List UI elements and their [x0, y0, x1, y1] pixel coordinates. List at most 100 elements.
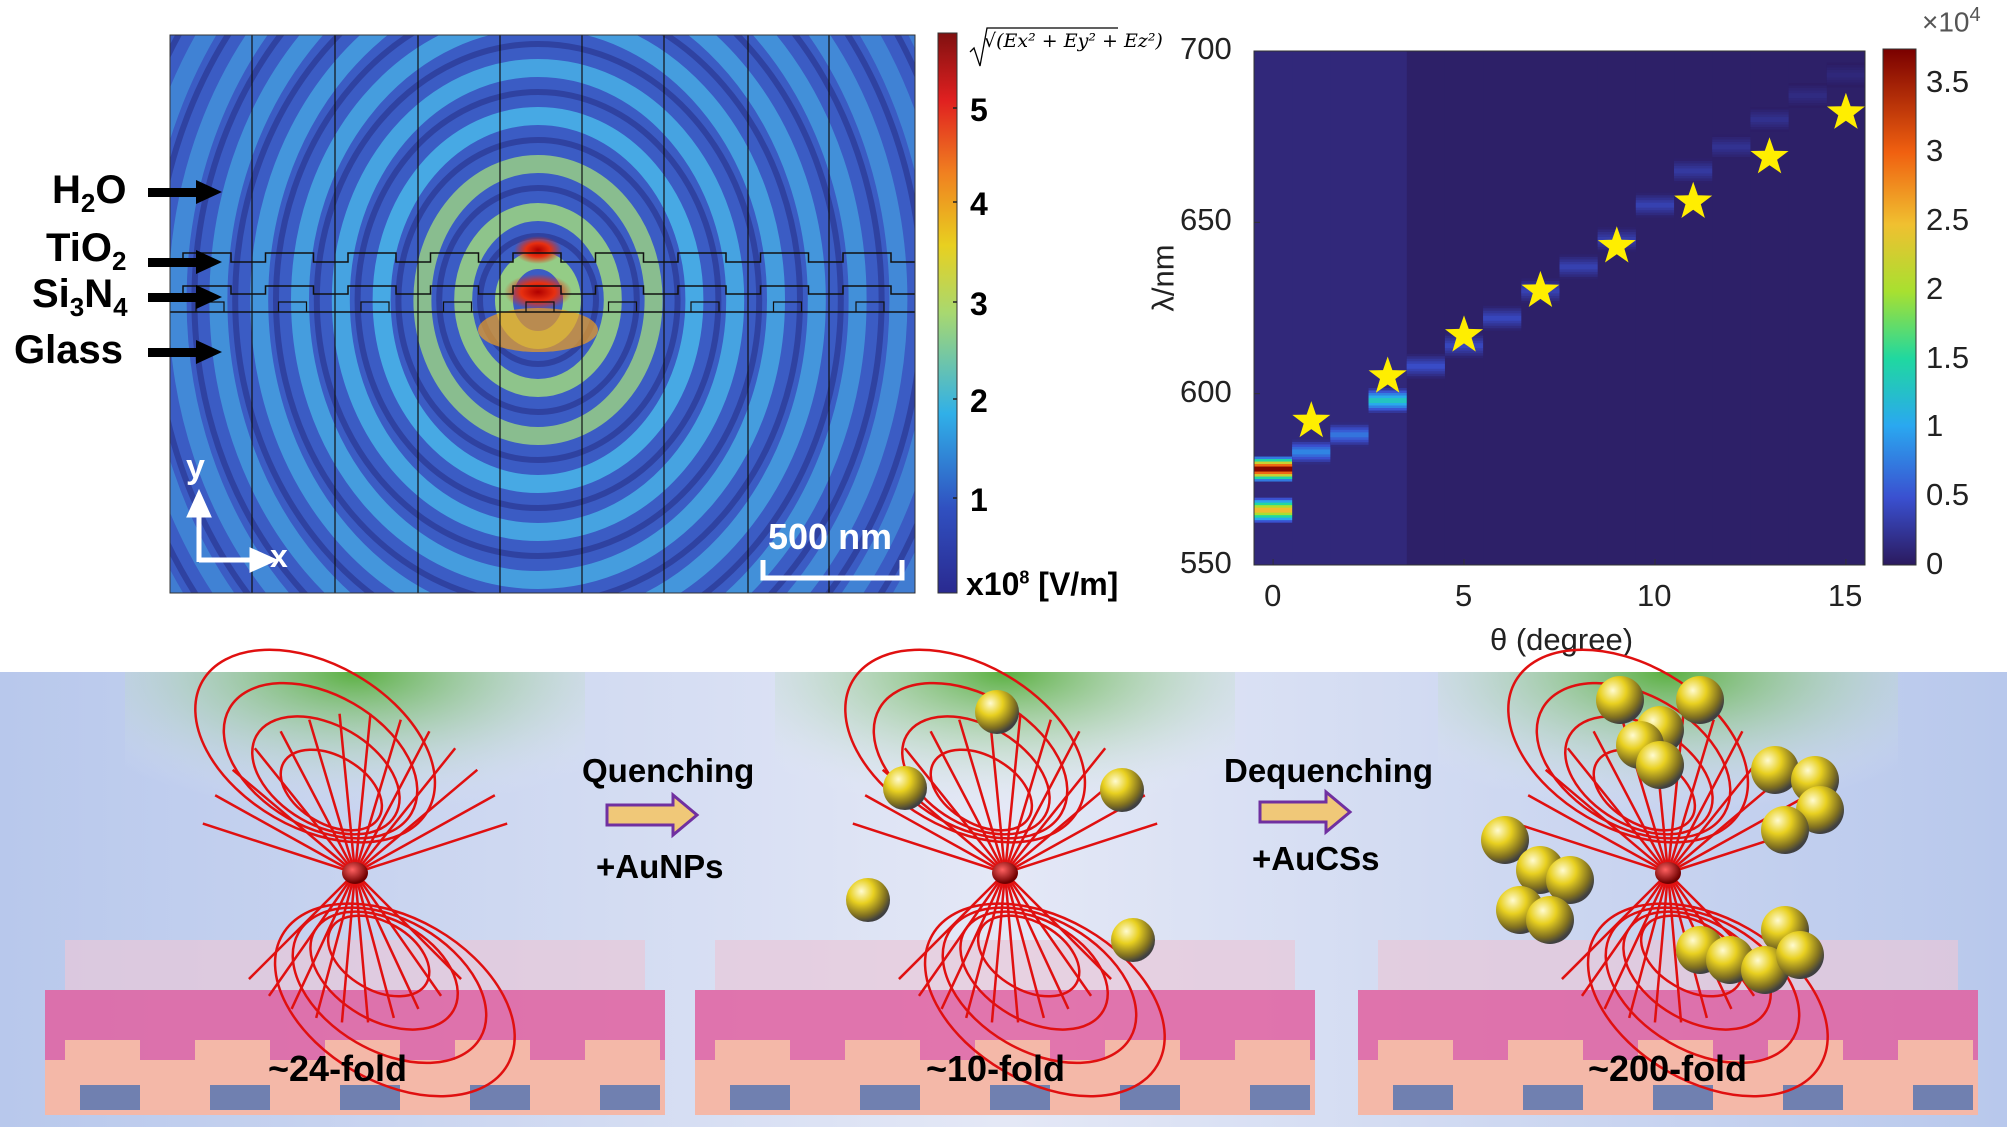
heatmap-column — [1444, 51, 1484, 565]
tio2-sub: 2 — [111, 246, 127, 276]
field-ray — [308, 719, 357, 874]
star-marker — [1368, 356, 1407, 393]
gold-nanoparticle — [1636, 706, 1684, 754]
green-glow — [125, 672, 585, 872]
field-node-ring — [395, 137, 681, 463]
field-ray — [964, 872, 1007, 1019]
h2o-sub: 2 — [80, 188, 96, 218]
label-h2o: H2O — [52, 168, 126, 219]
green-glow — [775, 672, 1235, 872]
field-ray — [1003, 730, 1081, 874]
heatmap-colorbar — [1882, 48, 1917, 566]
grating-tooth — [1235, 1040, 1310, 1060]
grating-slot — [600, 1085, 660, 1110]
field-ray — [354, 822, 508, 875]
heatmap-column — [1254, 51, 1293, 565]
gold-nanoparticle — [1526, 896, 1574, 944]
field-ray — [1003, 719, 1052, 874]
field-node-ring — [313, 41, 763, 559]
colorbar-tick-label: 3 — [1926, 133, 1944, 169]
colorbar-tick-label: 0 — [1926, 546, 1944, 581]
field-loop — [1592, 748, 1697, 832]
heatmap-band — [1826, 72, 1865, 78]
axis-y-label: y — [186, 448, 205, 486]
field-ray — [253, 747, 356, 874]
label-si3n4: Si3N4 — [32, 272, 128, 323]
field-ring — [331, 59, 745, 541]
heatmap-column — [1788, 51, 1828, 565]
gold-nanoparticle — [1616, 721, 1664, 769]
multiplier-exp: 4 — [1969, 4, 1981, 26]
cb-tick-4: 4 — [970, 186, 988, 222]
field-ray — [353, 872, 420, 1010]
heatmap-column — [1750, 51, 1790, 565]
field-ray — [1003, 872, 1070, 1010]
emitter-dot — [1655, 862, 1681, 884]
heatmap-chart — [1253, 48, 1917, 566]
field-ray — [353, 872, 370, 1023]
heatmap-column — [1559, 51, 1599, 565]
field-ray — [1621, 719, 1670, 874]
field-loop — [222, 681, 419, 840]
field-ray — [1666, 872, 1756, 997]
field-ray — [940, 872, 1007, 1010]
glass-bump — [772, 301, 803, 312]
field-ray — [1004, 768, 1129, 874]
gold-nanoparticle — [1546, 856, 1594, 904]
gold-nanoparticle — [1791, 756, 1839, 804]
field-node-ring — [354, 89, 722, 511]
heatmap-band — [1254, 507, 1293, 513]
field-ray — [1515, 822, 1669, 875]
gold-nanoparticle — [1481, 816, 1529, 864]
gold-nanoparticle — [1516, 846, 1564, 894]
field-ray — [353, 730, 431, 874]
field-ray — [353, 872, 443, 997]
field-ray — [1666, 713, 1685, 874]
grating-slot — [1120, 1085, 1180, 1110]
grating-tooth — [715, 1040, 790, 1060]
field-ray — [903, 747, 1006, 874]
gold-nanoparticle — [1636, 741, 1684, 789]
field-ring — [413, 155, 663, 445]
colorbar-tick-label: 3.5 — [1926, 64, 1970, 100]
field-ray — [1666, 872, 1709, 1019]
glass-bump — [442, 301, 473, 312]
star-marker — [1521, 270, 1560, 307]
grating-slot — [470, 1085, 530, 1110]
field-ray — [990, 872, 1007, 1023]
field-ray — [1561, 872, 1669, 980]
x-tick-label: 10 — [1636, 578, 1672, 613]
star-marker — [1292, 401, 1331, 438]
heatmap-column — [1712, 51, 1751, 565]
n-sub: 4 — [113, 292, 128, 322]
field-loop — [309, 910, 459, 1031]
gold-nanoparticle — [846, 878, 890, 922]
scale-bar-label: 500 nm — [768, 516, 893, 557]
scale-bar — [760, 560, 905, 581]
gold-nanoparticle — [1496, 886, 1544, 934]
heatmap-band — [1712, 144, 1751, 150]
colorbar-multiplier: ×104 — [1922, 4, 1981, 38]
heatmap-column — [1521, 51, 1560, 565]
field-ray — [1667, 794, 1809, 875]
unit-prefix: x10 — [966, 566, 1020, 602]
field-ray — [1003, 872, 1046, 1019]
fold-24: ~24-fold — [268, 1048, 408, 1089]
unit-exp: 8 — [1019, 567, 1030, 588]
aunps-label: +AuNPs — [596, 848, 724, 885]
field-ray — [1666, 719, 1715, 874]
heatmap-column — [1674, 51, 1713, 565]
field-ray — [231, 768, 356, 874]
cb-tick-5: 5 — [970, 92, 988, 128]
heatmap-xlabel: θ (degree) — [1490, 622, 1634, 657]
field-loop — [872, 681, 1069, 840]
dequenching-label: Dequenching — [1224, 752, 1434, 789]
field-ray — [1003, 872, 1020, 1023]
grating-tooth — [585, 1040, 660, 1060]
field-ray — [1651, 713, 1670, 874]
colorbar-tick-label: 2 — [1926, 270, 1944, 306]
y-tick-label: 650 — [1180, 202, 1232, 238]
grating-slot — [1523, 1085, 1583, 1110]
grating-tooth — [1105, 1040, 1180, 1060]
arrow-quenching — [605, 791, 700, 839]
